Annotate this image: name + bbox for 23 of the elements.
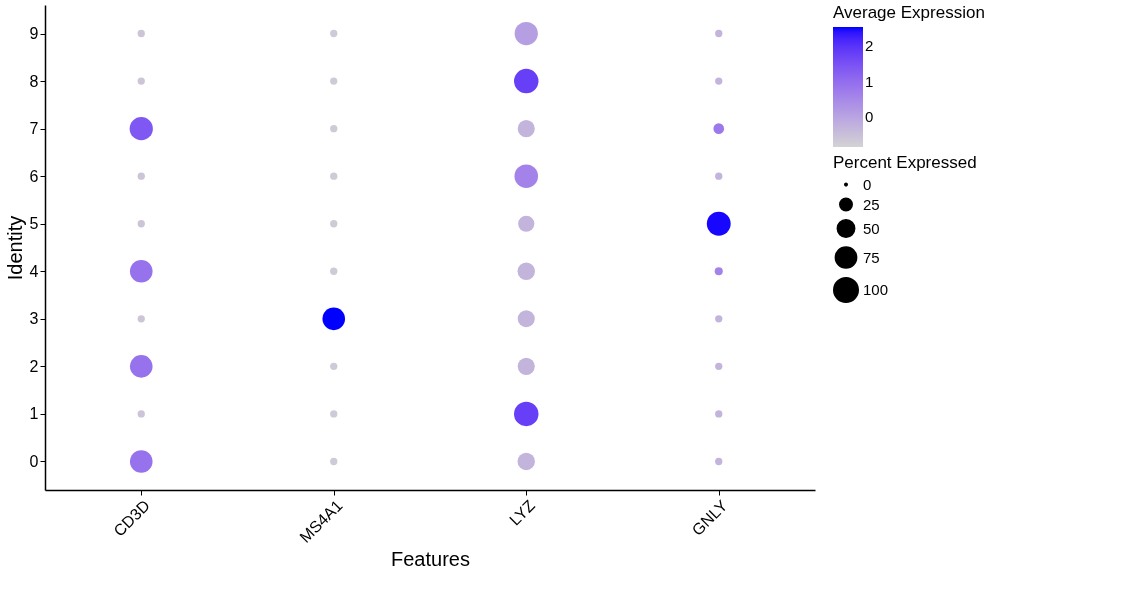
color-bar-title: Average Expression bbox=[833, 3, 985, 22]
color-bar-label: 0 bbox=[865, 108, 874, 125]
legend-label: 0 bbox=[863, 175, 872, 193]
legend-label: 25 bbox=[863, 195, 880, 213]
y-tick-label: 3 bbox=[29, 310, 39, 328]
y-tick-label: 1 bbox=[29, 405, 39, 423]
x-tick-label: LYZ bbox=[506, 496, 539, 529]
legend-label: 75 bbox=[863, 248, 880, 266]
y-tick-label: 5 bbox=[29, 215, 39, 233]
y-tick-label: 0 bbox=[29, 452, 39, 470]
x-axis-title: Features bbox=[391, 547, 470, 570]
y-axis-title: Identity bbox=[3, 215, 26, 281]
y-tick-label: 7 bbox=[29, 120, 39, 138]
y-tick-label: 2 bbox=[29, 357, 39, 375]
y-tick-label: 6 bbox=[29, 167, 39, 185]
y-tick-label: 9 bbox=[29, 25, 39, 43]
legend-label: 100 bbox=[863, 281, 889, 298]
legend-label: 50 bbox=[863, 219, 880, 237]
color-bar-label: 2 bbox=[865, 37, 874, 55]
legend-title: Percent Expressed bbox=[833, 153, 977, 172]
y-tick-label: 4 bbox=[29, 262, 39, 280]
y-tick-label: 8 bbox=[29, 72, 39, 90]
color-bar-label: 1 bbox=[865, 72, 874, 90]
